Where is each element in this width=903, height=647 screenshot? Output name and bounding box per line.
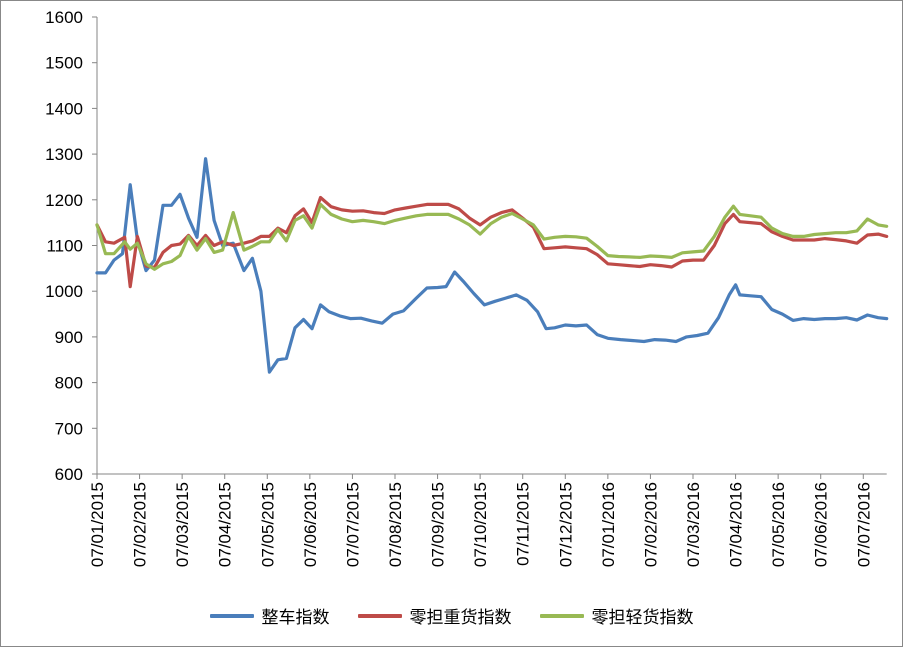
x-tick-label: 07/07/2016 [854, 482, 873, 567]
x-tick-label: 07/10/2015 [471, 482, 490, 567]
series-line-1 [95, 195, 889, 289]
x-tick-label: 07/01/2016 [599, 482, 618, 567]
x-tick-label: 07/05/2015 [258, 482, 277, 567]
x-tick-label: 07/12/2015 [556, 482, 575, 567]
series-line-2 [95, 202, 889, 271]
y-tick-label: 1100 [46, 237, 83, 256]
x-tick-label: 07/01/2015 [88, 482, 107, 567]
legend-item-series-2: 零担轻货指数 [539, 603, 694, 628]
x-tick-label: 07/03/2015 [173, 482, 192, 567]
y-tick-label: 1300 [45, 145, 83, 164]
x-tick-label: 07/06/2016 [812, 482, 831, 567]
y-tick-label: 800 [55, 374, 83, 393]
legend-item-series-1: 零担重货指数 [357, 603, 512, 628]
x-tick-label: 07/03/2016 [684, 482, 703, 567]
x-tick-label: 07/02/2016 [641, 482, 660, 567]
x-tick-label: 07/05/2016 [769, 482, 788, 567]
x-tick-label: 07/08/2015 [386, 482, 405, 567]
y-tick-label: 1200 [45, 191, 83, 210]
x-tick-label: 07/06/2015 [301, 482, 320, 567]
y-tick-label: 700 [55, 419, 83, 438]
legend-swatch-series-2 [539, 613, 584, 618]
legend-swatch-series-0 [209, 613, 254, 618]
legend-label-series-1: 零担重货指数 [409, 608, 512, 628]
legend-swatch-series-1 [357, 613, 402, 618]
x-tick-label: 07/04/2015 [216, 482, 235, 567]
x-tick-label: 07/04/2016 [727, 482, 746, 567]
y-tick-label: 900 [55, 328, 83, 347]
y-tick-label: 1400 [45, 99, 83, 118]
legend: 整车指数 零担重货指数 零担轻货指数 [0, 603, 903, 628]
y-tick-label: 1600 [45, 8, 83, 27]
y-tick-label: 1500 [45, 54, 83, 73]
y-tick-label: 1000 [45, 282, 83, 301]
y-tick-label: 600 [55, 465, 83, 484]
legend-label-series-0: 整车指数 [261, 608, 330, 628]
series-line-0 [95, 157, 889, 374]
x-tick-label: 07/11/2015 [514, 482, 533, 566]
x-tick-label: 07/07/2015 [343, 482, 362, 567]
x-tick-label: 07/09/2015 [429, 482, 448, 567]
x-tick-label: 07/02/2015 [131, 482, 150, 567]
line-chart: 600 700 800 900 1000 1100 1200 1300 1400 1500 1600… [45, 8, 889, 567]
legend-item-series-0: 整车指数 [209, 603, 330, 628]
legend-label-series-2: 零担轻货指数 [591, 608, 694, 628]
